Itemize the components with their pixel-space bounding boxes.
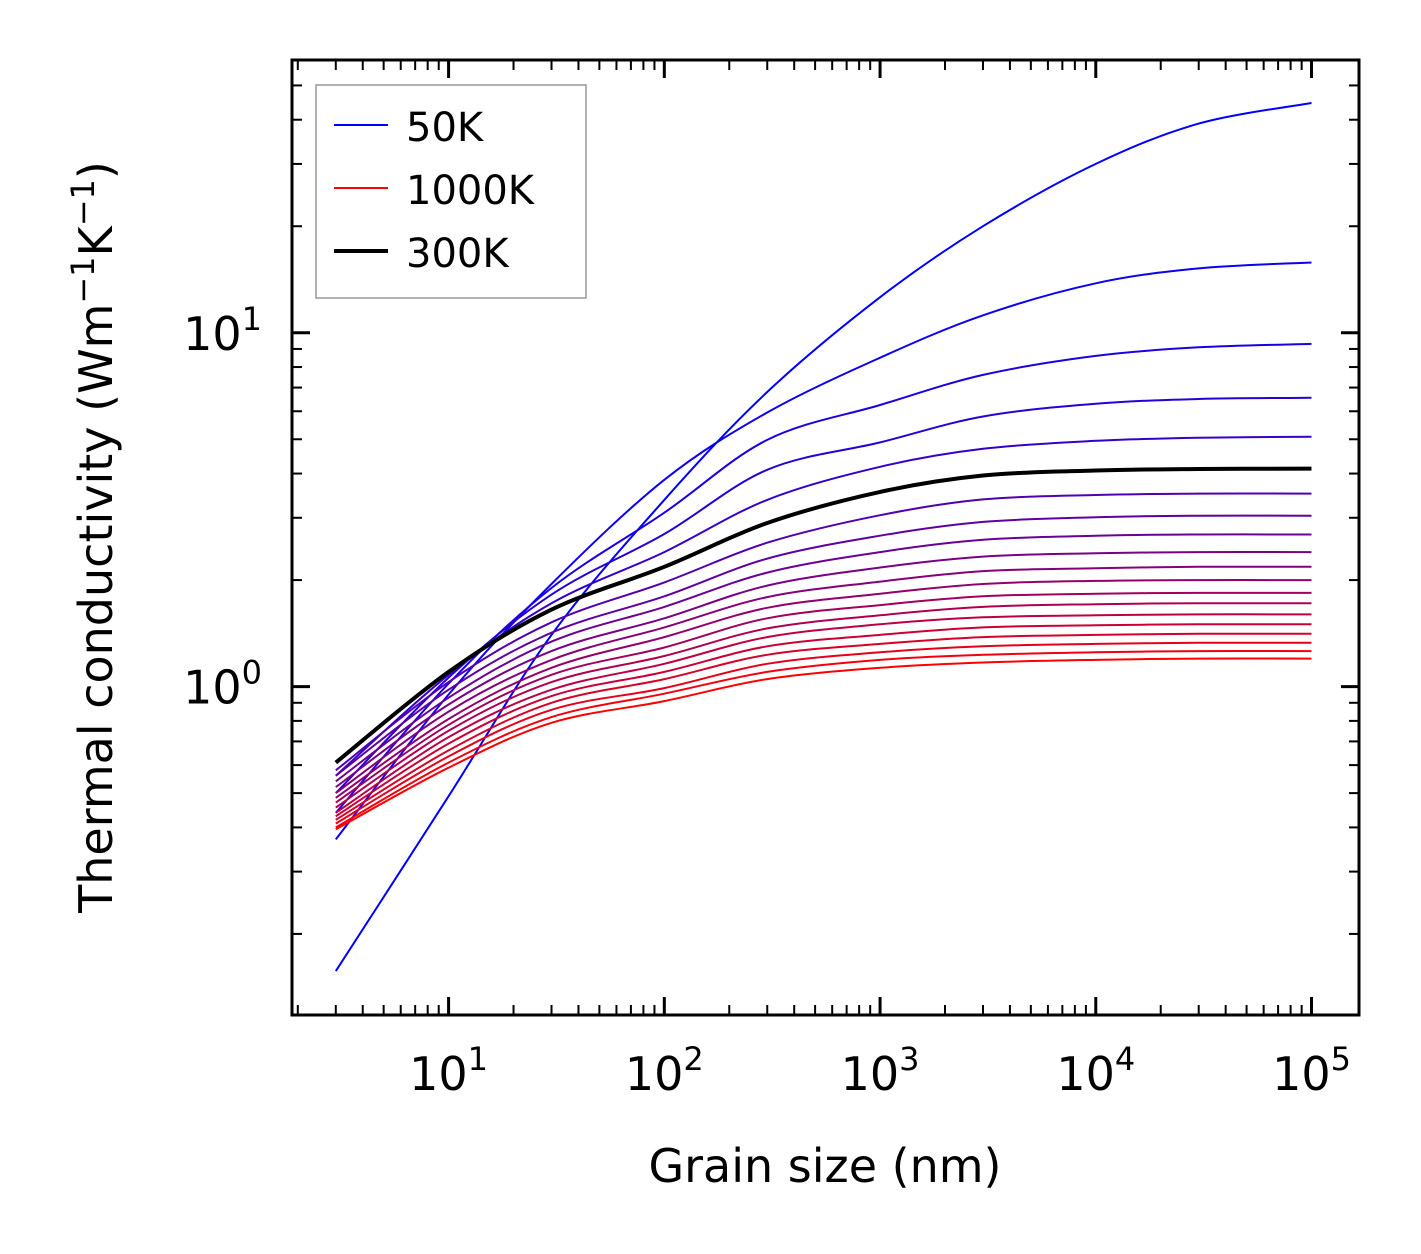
x-tick-label: 102 [625,1040,704,1101]
series-line-600k [335,579,1312,799]
series-line-650k [335,591,1312,804]
series-line-900k [335,641,1312,825]
series-line-750k [335,613,1312,814]
series-line-950k [335,650,1312,829]
series-line-350k [335,492,1312,772]
x-axis-label: Grain size (nm) [649,1139,1002,1193]
legend-label-1000k: 1000K [406,168,536,214]
series-line-100k [335,261,1312,841]
series-line-850k [335,632,1312,821]
series-line-800k [335,623,1312,818]
series-line-550k [335,565,1312,794]
x-tick-label: 103 [841,1040,920,1101]
series-line-500k [335,550,1312,788]
legend: 50K 1000K 300K [315,84,587,299]
series-layer [334,102,1312,972]
series-line-1000k [335,657,1312,831]
y-tick-label: 100 [183,654,262,715]
ticks-layer [292,60,1359,1015]
series-line-700k [335,602,1312,809]
y-tick-label: 101 [183,300,262,361]
x-tick-label: 105 [1272,1040,1351,1101]
plot-frame [290,58,1361,1017]
x-tick-label: 101 [409,1040,488,1101]
x-tick-label: 104 [1056,1040,1135,1101]
legend-label-50k: 50K [406,105,485,151]
legend-label-300k: 300K [406,231,510,277]
y-axis-label: Thermal conductivity (Wm−1K−1) [64,161,123,914]
series-line-450k [335,533,1312,783]
y-tick-labels: 100 101 [183,300,262,715]
series-line-300k [334,466,1312,765]
series-line-400k [335,514,1312,777]
legend-box [315,84,587,299]
x-tick-labels: 101 102 103 104 105 [409,1040,1351,1101]
series-line-200k [335,396,1312,794]
